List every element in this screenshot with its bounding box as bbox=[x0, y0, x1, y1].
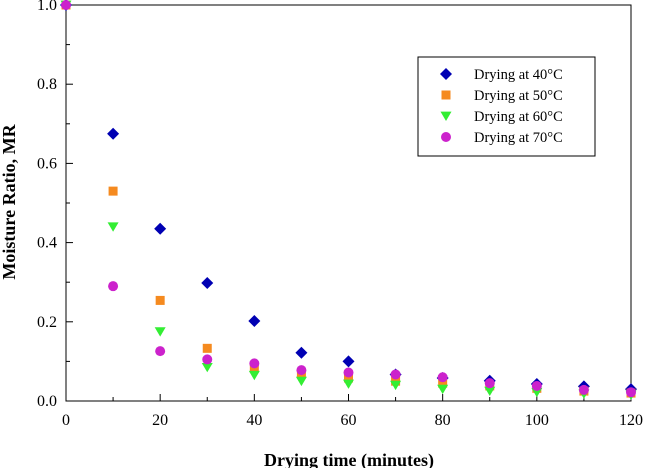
data-point bbox=[202, 343, 212, 353]
x-tick-label: 60 bbox=[341, 412, 357, 429]
data-point bbox=[531, 387, 543, 398]
data-point bbox=[437, 384, 449, 395]
data-point bbox=[342, 355, 355, 368]
legend-label: Drying at 40°C bbox=[474, 67, 563, 83]
series-circle bbox=[61, 0, 636, 398]
data-point bbox=[343, 379, 354, 389]
data-point bbox=[343, 367, 354, 378]
data-point bbox=[578, 384, 589, 395]
x-tick-label: 120 bbox=[619, 412, 643, 429]
data-points bbox=[60, 0, 637, 401]
data-point bbox=[155, 295, 165, 305]
data-point bbox=[531, 380, 542, 391]
data-point bbox=[108, 186, 118, 196]
x-axis-ticks: 0 20 40 60 80 100 120 bbox=[62, 394, 643, 429]
data-point bbox=[295, 376, 307, 387]
x-tick-label: 0 bbox=[62, 412, 70, 429]
y-tick-label: 0.0 bbox=[37, 393, 57, 410]
y-tick-label: 0.8 bbox=[37, 76, 57, 93]
legend-marker bbox=[441, 132, 451, 142]
y-axis-ticks: 0.0 0.2 0.4 0.6 0.8 1.0 bbox=[37, 0, 73, 410]
data-point bbox=[438, 378, 448, 388]
legend-marker bbox=[440, 68, 452, 80]
data-point bbox=[484, 378, 495, 389]
x-tick-label: 80 bbox=[435, 412, 451, 429]
y-tick-label: 0.2 bbox=[37, 314, 57, 331]
data-point bbox=[107, 127, 120, 140]
legend-label: Drying at 50°C bbox=[474, 88, 563, 104]
data-point bbox=[390, 369, 401, 380]
data-point bbox=[249, 358, 260, 369]
data-point bbox=[296, 365, 307, 376]
data-point bbox=[154, 222, 167, 235]
legend-marker bbox=[440, 111, 452, 121]
legend-marker bbox=[441, 90, 451, 100]
y-tick-label: 0.4 bbox=[37, 235, 57, 252]
data-point bbox=[626, 387, 636, 398]
data-point bbox=[390, 380, 402, 391]
legend-label: Drying at 70°C bbox=[474, 130, 563, 146]
x-tick-label: 40 bbox=[246, 412, 262, 429]
data-point bbox=[201, 362, 213, 373]
y-tick-label: 0.6 bbox=[37, 155, 57, 172]
data-point bbox=[201, 276, 214, 289]
data-point bbox=[107, 222, 119, 232]
x-tick-label: 100 bbox=[525, 412, 549, 429]
data-point bbox=[155, 346, 166, 357]
data-point bbox=[202, 354, 213, 365]
legend: Drying at 40°C Drying at 50°C Drying at 60… bbox=[417, 56, 596, 157]
legend-label: Drying at 60°C bbox=[474, 109, 563, 125]
data-point bbox=[484, 386, 496, 397]
data-point bbox=[154, 327, 166, 337]
x-tick-label: 20 bbox=[152, 412, 168, 429]
data-point bbox=[248, 315, 261, 328]
y-axis-title: Moisture Ratio, MR bbox=[0, 123, 19, 279]
y-tick-label: 1.0 bbox=[37, 0, 57, 14]
data-point bbox=[437, 372, 448, 383]
data-point bbox=[108, 281, 119, 292]
data-point bbox=[248, 370, 260, 381]
x-axis-title: Drying time (minutes) bbox=[264, 450, 434, 468]
data-point bbox=[295, 346, 308, 359]
data-point bbox=[344, 373, 353, 383]
data-point bbox=[61, 0, 71, 10]
